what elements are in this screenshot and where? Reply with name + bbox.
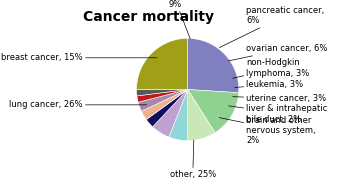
Text: pancreatic cancer,
6%: pancreatic cancer, 6% [219, 6, 325, 48]
Wedge shape [137, 90, 188, 102]
Wedge shape [141, 90, 188, 120]
Text: liver & intrahepatic
bile duct, 2%: liver & intrahepatic bile duct, 2% [229, 104, 328, 124]
Text: brain and other
nervous system,
2%: brain and other nervous system, 2% [219, 115, 316, 145]
Text: ovarian cancer, 6%: ovarian cancer, 6% [229, 44, 328, 61]
Wedge shape [136, 38, 188, 90]
Wedge shape [188, 90, 239, 133]
Text: lung cancer, 26%: lung cancer, 26% [9, 100, 147, 109]
Text: breast cancer, 15%: breast cancer, 15% [1, 53, 157, 62]
Wedge shape [169, 90, 188, 141]
Wedge shape [153, 90, 188, 137]
Wedge shape [138, 90, 188, 111]
Text: colorectal cancer,
9%: colorectal cancer, 9% [138, 0, 212, 39]
Wedge shape [146, 90, 188, 127]
Wedge shape [136, 90, 188, 96]
Text: leukemia, 3%: leukemia, 3% [235, 80, 303, 89]
Wedge shape [188, 38, 239, 93]
Wedge shape [188, 90, 215, 141]
Text: uterine cancer, 3%: uterine cancer, 3% [233, 94, 327, 103]
Text: Cancer mortality: Cancer mortality [83, 10, 214, 24]
Text: other, 25%: other, 25% [170, 140, 216, 179]
Text: non-Hodgkin
lymphoma, 3%: non-Hodgkin lymphoma, 3% [233, 58, 310, 78]
